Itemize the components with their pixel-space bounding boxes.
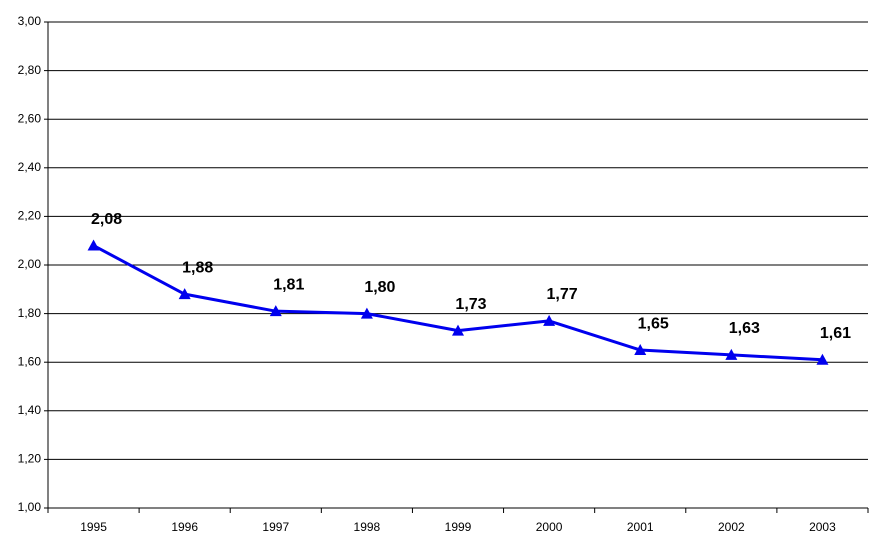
y-tick-label: 2,80 (18, 63, 42, 77)
data-label: 1,88 (182, 259, 213, 276)
y-tick-label: 1,20 (18, 452, 42, 466)
data-label: 1,63 (729, 320, 760, 337)
x-tick-label: 2003 (809, 520, 836, 534)
y-tick-label: 2,00 (18, 257, 42, 271)
marker (816, 353, 829, 365)
marker (452, 324, 464, 336)
x-tick-label: 1996 (171, 520, 198, 534)
data-label: 1,61 (820, 325, 851, 342)
marker (269, 305, 282, 317)
x-tick-label: 1998 (354, 520, 381, 534)
x-tick-label: 2001 (627, 520, 654, 534)
data-label: 1,77 (547, 286, 578, 303)
y-tick-label: 2,60 (18, 111, 42, 125)
x-tick-label: 1995 (80, 520, 107, 534)
marker (725, 348, 738, 360)
marker (634, 344, 647, 356)
data-label: 1,65 (638, 315, 669, 332)
x-tick-label: 2000 (536, 520, 563, 534)
x-tick-label: 2002 (718, 520, 745, 534)
data-label: 1,81 (273, 276, 304, 293)
data-label: 1,73 (455, 296, 486, 313)
y-tick-label: 3,00 (18, 14, 42, 28)
y-tick-label: 2,20 (18, 209, 42, 223)
data-label: 1,80 (364, 279, 395, 296)
y-tick-label: 1,00 (18, 500, 42, 514)
y-tick-label: 1,40 (18, 403, 42, 417)
marker (543, 314, 556, 326)
y-tick-label: 1,80 (18, 306, 42, 320)
data-label: 2,08 (91, 211, 122, 228)
y-tick-label: 2,40 (18, 160, 42, 174)
x-tick-label: 1999 (445, 520, 472, 534)
marker (360, 307, 373, 319)
marker (87, 239, 100, 251)
y-tick-label: 1,60 (18, 354, 42, 368)
marker (178, 288, 191, 300)
x-tick-label: 1997 (262, 520, 289, 534)
